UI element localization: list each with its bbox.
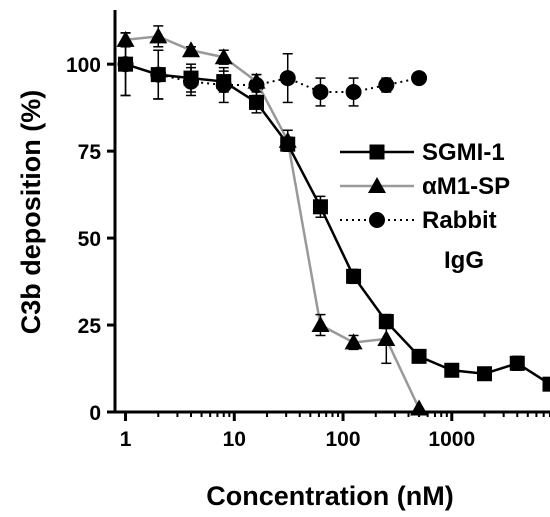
data-point (248, 94, 264, 110)
legend-label: IgG (444, 247, 484, 274)
data-point (377, 329, 396, 346)
data-point (509, 355, 525, 371)
data-point (411, 70, 428, 87)
data-point (279, 70, 296, 87)
data-point (344, 333, 363, 350)
y-tick-label: 100 (66, 54, 101, 77)
data-point (216, 74, 232, 90)
data-point (311, 316, 330, 333)
data-point (542, 376, 550, 392)
data-point (182, 41, 201, 58)
legend-item: SGMI-1 (340, 139, 505, 166)
data-point (214, 48, 233, 65)
y-tick-label: 75 (78, 141, 102, 164)
data-point (378, 314, 394, 330)
data-point (280, 136, 296, 152)
y-tick-label: 0 (89, 402, 101, 425)
legend-marker (369, 144, 385, 160)
data-point (312, 199, 328, 215)
plot-series (116, 25, 550, 416)
series-line (125, 63, 420, 93)
series-line (125, 35, 421, 410)
data-point (444, 362, 460, 378)
legend-label: SGMI-1 (422, 139, 505, 166)
legend-item: αM1-SP (340, 173, 510, 200)
x-tick-label: 1000 (428, 428, 475, 451)
data-point (477, 366, 493, 382)
data-point (183, 70, 199, 86)
legend-marker (368, 177, 386, 193)
data-point (346, 268, 362, 284)
data-point (118, 56, 134, 72)
data-point (149, 27, 168, 44)
ticks: 0 25 50 75 100 1 10 100 1000 (66, 54, 550, 451)
series-square (118, 32, 550, 392)
legend-marker (369, 212, 385, 228)
y-tick-label: 50 (78, 228, 101, 251)
x-tick-label: 100 (326, 428, 361, 451)
y-tick-label: 25 (78, 315, 102, 338)
data-point (345, 84, 362, 100)
legend-item: Rabbit IgG (340, 207, 497, 274)
legend-label: αM1-SP (422, 173, 510, 200)
legend: SGMI-1 αM1-SP Rabbit IgG (340, 139, 510, 274)
legend-label: Rabbit (422, 207, 497, 234)
data-point (411, 348, 427, 364)
data-point (378, 77, 395, 94)
data-point (312, 84, 329, 100)
x-axis-label: Concentration (nM) (206, 481, 453, 511)
data-point (247, 72, 266, 89)
x-tick-label: 10 (223, 428, 246, 451)
y-axis-label: C3b deposition (%) (16, 90, 46, 335)
x-tick-label: 1 (120, 428, 132, 451)
data-point (150, 67, 166, 83)
